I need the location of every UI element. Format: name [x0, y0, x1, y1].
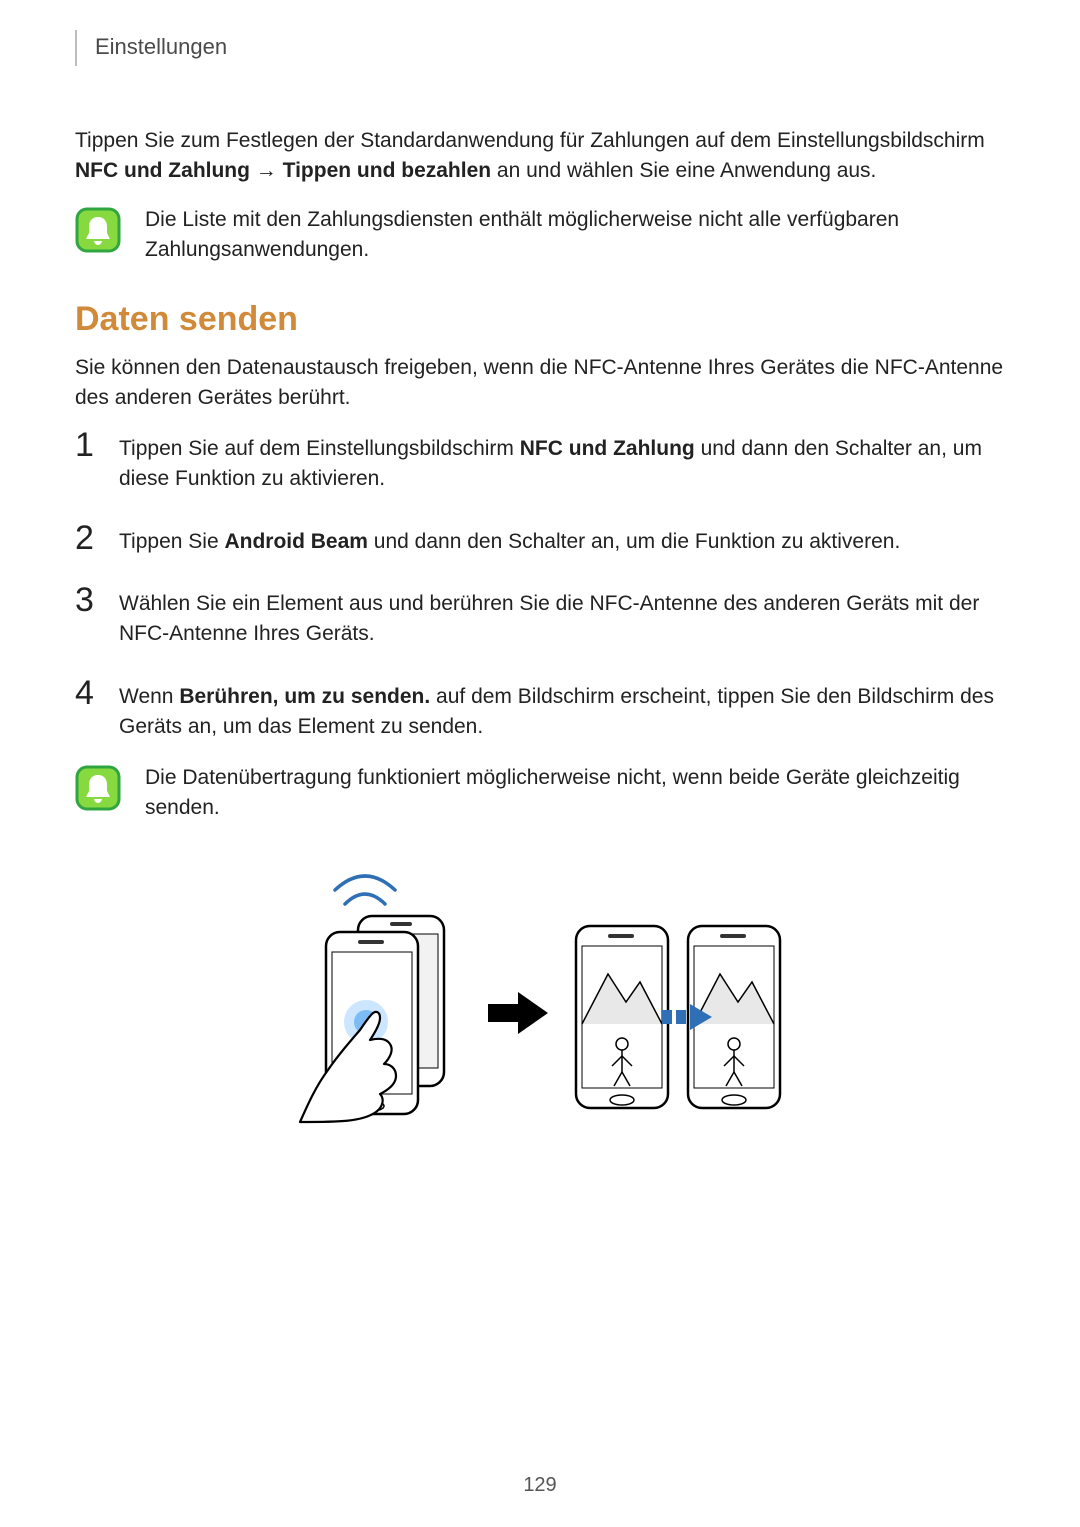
- manual-page: Einstellungen Tippen Sie zum Festlegen d…: [0, 0, 1080, 1527]
- nfc-illustration: [75, 854, 1005, 1124]
- step-number: 4: [75, 676, 101, 710]
- section-heading: Daten senden: [75, 300, 1005, 339]
- note-text-1: Die Liste mit den Zahlungsdiensten enthä…: [145, 205, 1005, 266]
- step-item: 2 Tippen Sie Android Beam und dann den S…: [75, 525, 1005, 557]
- intro-post: an und wählen Sie eine Anwendung aus.: [491, 159, 876, 182]
- intro-paragraph: Tippen Sie zum Festlegen der Standardanw…: [75, 126, 1005, 187]
- section-description: Sie können den Datenaustausch freigeben,…: [75, 353, 1005, 414]
- step-number: 1: [75, 428, 101, 462]
- step-item: 1 Tippen Sie auf dem Einstellungsbildsch…: [75, 432, 1005, 495]
- note-text-2: Die Datenübertragung funktioniert möglic…: [145, 763, 1005, 824]
- note-block-2: Die Datenübertragung funktioniert möglic…: [75, 763, 1005, 824]
- step-text: Tippen Sie auf dem Einstellungsbildschir…: [119, 432, 1005, 495]
- intro-bold1: NFC und Zahlung: [75, 159, 250, 182]
- page-number: 129: [0, 1474, 1080, 1497]
- header-rule: Einstellungen: [75, 30, 1005, 66]
- arrow-icon: →: [250, 159, 283, 182]
- section-header: Einstellungen: [95, 30, 1005, 66]
- steps-list: 1 Tippen Sie auf dem Einstellungsbildsch…: [75, 432, 1005, 743]
- note-icon: [75, 765, 121, 811]
- step-number: 3: [75, 583, 101, 617]
- step-item: 3 Wählen Sie ein Element aus und berühre…: [75, 587, 1005, 650]
- intro-bold2: Tippen und bezahlen: [283, 159, 491, 182]
- step-item: 4 Wenn Berühren, um zu senden. auf dem B…: [75, 680, 1005, 743]
- note-block-1: Die Liste mit den Zahlungsdiensten enthä…: [75, 205, 1005, 266]
- step-text: Wenn Berühren, um zu senden. auf dem Bil…: [119, 680, 1005, 743]
- intro-pre: Tippen Sie zum Festlegen der Standardanw…: [75, 129, 985, 152]
- step-text: Tippen Sie Android Beam und dann den Sch…: [119, 525, 1005, 557]
- step-text: Wählen Sie ein Element aus und berühren …: [119, 587, 1005, 650]
- step-number: 2: [75, 521, 101, 555]
- note-icon: [75, 207, 121, 253]
